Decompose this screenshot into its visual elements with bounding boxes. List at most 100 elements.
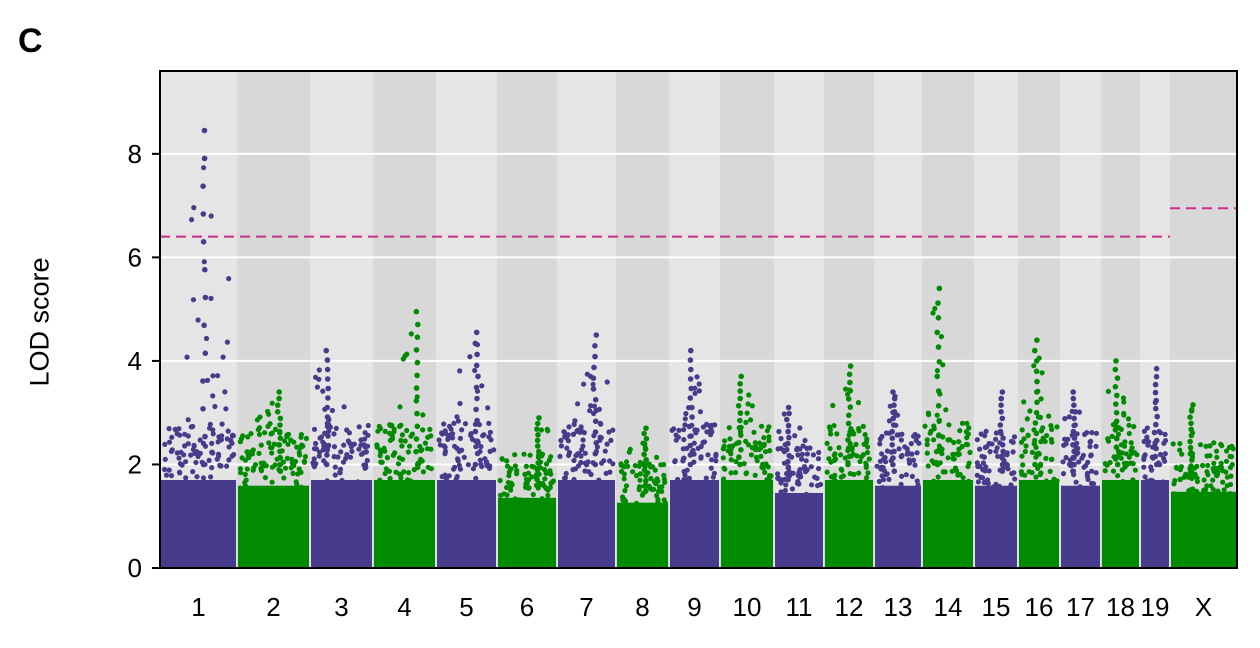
lod-marker (525, 470, 532, 476)
lod-marker (776, 428, 782, 435)
lod-marker (709, 457, 715, 463)
x-tick-label-chr-18: 18 (1106, 592, 1135, 622)
lod-marker (324, 452, 330, 458)
lod-marker (1105, 438, 1112, 444)
lod-marker (1120, 479, 1126, 485)
lod-marker (618, 461, 624, 467)
lod-marker (319, 480, 325, 486)
lod-marker (883, 430, 890, 436)
lod-marker (229, 440, 235, 446)
lod-marker (1075, 445, 1081, 451)
lod-marker (321, 443, 327, 449)
lod-marker (596, 477, 602, 483)
lod-marker (299, 487, 305, 493)
lod-marker (182, 431, 188, 437)
lod-marker (746, 392, 752, 398)
lod-marker (422, 480, 428, 486)
lod-marker (738, 447, 744, 453)
lod-marker (414, 359, 421, 366)
lod-marker (727, 436, 733, 442)
lod-marker (812, 474, 818, 480)
lod-marker (474, 351, 480, 358)
lod-marker (486, 420, 492, 426)
lod-marker (200, 239, 207, 245)
lod-marker (993, 436, 999, 442)
lod-marker (785, 404, 792, 411)
lod-marker (1227, 481, 1234, 488)
chromosome-16-dense-markers (1019, 479, 1059, 568)
lod-marker (633, 473, 640, 479)
lod-marker (443, 476, 449, 482)
lod-marker (524, 498, 530, 504)
lod-marker (1021, 399, 1027, 405)
lod-marker (517, 497, 523, 503)
lod-marker (896, 446, 902, 452)
x-tick-label-chr-6: 6 (520, 592, 534, 622)
lod-marker (324, 404, 331, 411)
lod-marker (1066, 461, 1072, 467)
lod-marker (720, 455, 726, 461)
lod-marker (277, 435, 284, 442)
lod-marker (1112, 384, 1119, 390)
lod-marker (459, 447, 465, 453)
lod-marker (183, 459, 189, 465)
lod-marker (955, 472, 961, 478)
chromosome-13-dense-markers (875, 485, 921, 568)
lod-marker (925, 463, 931, 469)
lod-marker (1034, 389, 1040, 395)
lod-points (161, 127, 1236, 568)
lod-marker (1210, 477, 1216, 483)
lod-marker (473, 475, 479, 481)
lod-marker (1110, 468, 1117, 474)
lod-marker (745, 442, 752, 448)
lod-marker (557, 453, 563, 459)
y-tick-label: 4 (128, 346, 142, 376)
lod-marker (891, 468, 898, 475)
lod-marker (484, 463, 490, 469)
lod-marker (826, 456, 832, 462)
chromosome-1-points (161, 127, 237, 568)
lod-marker (427, 426, 433, 432)
lod-marker (743, 419, 749, 425)
lod-marker (374, 480, 380, 486)
lod-marker (565, 438, 572, 444)
lod-marker (889, 435, 896, 442)
lod-marker (1089, 468, 1095, 474)
lod-marker (775, 475, 781, 481)
lod-marker (302, 454, 308, 460)
lod-marker (643, 488, 649, 494)
lod-marker (681, 427, 687, 433)
lod-marker (401, 469, 407, 475)
lod-marker (1033, 358, 1040, 364)
lod-marker (1031, 363, 1037, 369)
lod-marker (687, 376, 694, 382)
lod-marker (728, 470, 734, 476)
lod-marker (390, 452, 396, 458)
lod-marker (642, 446, 649, 453)
lod-marker (1194, 478, 1200, 485)
lod-marker (1033, 430, 1040, 437)
lod-marker (1187, 469, 1194, 476)
lod-marker (1048, 436, 1054, 442)
lod-marker (978, 431, 984, 437)
lod-marker (210, 427, 216, 433)
lod-marker (414, 461, 421, 468)
lod-marker (1022, 472, 1028, 478)
lod-marker (889, 428, 895, 435)
lod-marker (535, 460, 541, 466)
lod-marker (592, 461, 599, 468)
lod-marker (271, 441, 277, 447)
lod-marker (687, 442, 694, 449)
lod-marker (1217, 464, 1223, 471)
lod-marker (862, 432, 868, 438)
lod-marker (681, 455, 687, 461)
lod-marker (650, 464, 656, 470)
lod-marker (200, 406, 206, 412)
lod-marker (966, 425, 972, 431)
lod-marker (836, 445, 842, 451)
lod-marker (224, 436, 230, 442)
y-tick-label: 2 (128, 449, 142, 479)
lod-marker (721, 476, 727, 482)
x-tick-label-chr-5: 5 (459, 592, 473, 622)
lod-marker (455, 418, 461, 424)
